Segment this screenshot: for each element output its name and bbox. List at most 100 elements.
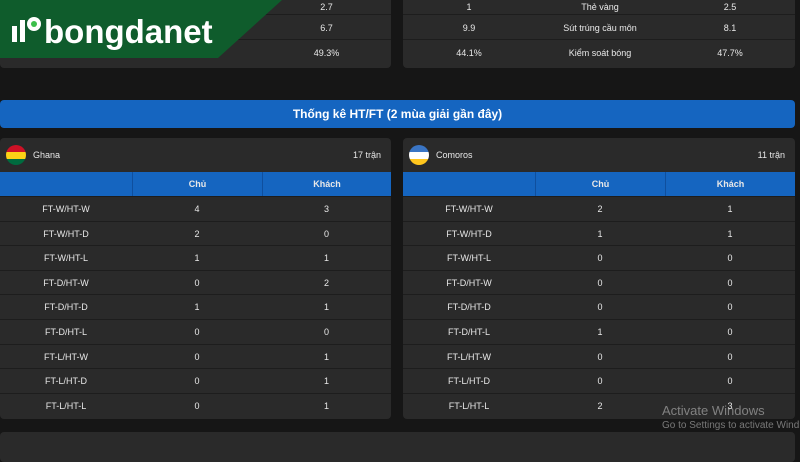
count-cell: 0: [194, 277, 200, 288]
header-cell: Chủ: [132, 172, 262, 196]
result-label: FT-W/HT-W: [445, 204, 493, 214]
count-cell: 0: [597, 376, 603, 387]
count-cell: 0: [597, 253, 603, 264]
section-banner: Thống kê HT/FT (2 mùa giải gần đây): [0, 100, 795, 128]
logo-icon: [12, 26, 17, 42]
table-row: FT-W/HT-W 4 3: [0, 196, 391, 221]
result-label: FT-W/HT-D: [43, 228, 89, 239]
result-label: FT-D/HT-D: [447, 302, 491, 313]
flag-stripe: [6, 145, 26, 152]
table-row: FT-L/HT-L 0 1: [0, 392, 391, 418]
count-cell: 1: [323, 253, 329, 264]
stat-value: 8.1: [723, 22, 737, 33]
table-row: FT-L/HT-W 0 0: [403, 343, 795, 369]
result-label: FT-D/HT-W: [446, 277, 492, 288]
logo-bg: [0, 0, 282, 58]
stats-row: 1 Thẻ vàng 2.5: [403, 0, 795, 20]
count-cell: 0: [194, 400, 200, 411]
table-row: FT-W/HT-D 1 1: [403, 220, 795, 246]
result-label: FT-D/HT-W: [43, 277, 89, 288]
flag-stripe: [409, 159, 429, 165]
count-cell: 0: [727, 327, 733, 337]
count-cell: 1: [194, 253, 200, 264]
flag-stripe: [409, 145, 429, 152]
stats-row: 44.1% Kiểm soát bóng 47.7%: [403, 39, 795, 65]
stat-value: 9.9: [462, 22, 476, 33]
count-cell: 1: [597, 228, 603, 239]
count-cell: 1: [323, 400, 329, 411]
header-cell: [0, 172, 132, 196]
count-cell: 2: [597, 400, 603, 411]
stat-label: Kiểm soát bóng: [568, 47, 632, 58]
count-cell: 1: [597, 327, 603, 337]
stat-value: 6.7: [320, 22, 333, 33]
watermark-subtitle: Go to Settings to activate Wind: [662, 420, 800, 431]
count-cell: 2: [194, 228, 200, 239]
result-label: FT-L/HT-L: [45, 400, 87, 411]
count-cell: 3: [727, 400, 733, 411]
count-cell: 0: [597, 277, 603, 288]
count-cell: 1: [323, 351, 329, 362]
stat-value: 47.7%: [717, 47, 743, 58]
table-row: FT-W/HT-L 0 0: [403, 245, 795, 270]
count-cell: 1: [323, 302, 329, 313]
stats-panel: 1 Thẻ vàng 2.5 9.9 Sút trúng cầu môn 8.1 44.1%…: [403, 0, 795, 68]
table-header: Chủ Khách: [0, 172, 391, 196]
count-cell: 0: [194, 327, 200, 337]
stat-label: Thẻ vàng: [581, 2, 619, 12]
result-label: FT-D/HT-D: [44, 302, 88, 313]
stats-row: 2.7: [0, 0, 391, 20]
result-label: FT-W/HT-L: [44, 253, 88, 264]
header-cell: Khách: [262, 172, 391, 196]
table-row: FT-D/HT-D 1 1: [0, 294, 391, 319]
flag-stripe: [409, 152, 429, 159]
count-cell: 0: [597, 302, 603, 313]
team-flag: [6, 145, 26, 165]
watermark-title: Activate Windows: [662, 403, 765, 418]
result-label: FT-W/HT-W: [42, 204, 90, 214]
table-row: FT-D/HT-W 0 2: [0, 269, 391, 295]
count-cell: 1: [194, 302, 200, 313]
stat-value: 44.1%: [456, 47, 482, 58]
logo-icon: [31, 21, 37, 27]
result-label: FT-D/HT-L: [45, 327, 87, 337]
logo-text: bongdanet: [44, 13, 213, 50]
result-label: FT-L/HT-D: [45, 376, 87, 387]
result-label: FT-L/HT-L: [448, 400, 490, 411]
logo-icon: [20, 20, 25, 42]
count-cell: 0: [323, 327, 329, 337]
count-cell: 0: [323, 228, 329, 239]
count-cell: 4: [194, 204, 200, 214]
table-row: FT-D/HT-W 0 0: [403, 269, 795, 295]
count-cell: 1: [727, 204, 733, 214]
header-cell: Khách: [665, 172, 795, 196]
logo: bongdanet: [0, 0, 282, 58]
count-cell: 2: [597, 204, 603, 214]
count-cell: 0: [727, 302, 733, 313]
table-row: FT-L/HT-L 2 3: [403, 392, 795, 418]
result-label: FT-L/HT-W: [447, 351, 491, 362]
table-row: FT-W/HT-W 2 1: [403, 196, 795, 221]
count-cell: 0: [727, 351, 733, 362]
result-label: FT-W/HT-D: [446, 228, 492, 239]
count-cell: 0: [194, 351, 200, 362]
flag-stripe: [6, 152, 26, 159]
match-count: 11 trận: [757, 150, 785, 160]
table-row: FT-D/HT-D 0 0: [403, 294, 795, 319]
count-cell: 0: [194, 376, 200, 387]
table-row: FT-W/HT-D 2 0: [0, 220, 391, 246]
stat-value: 1: [466, 2, 472, 12]
team-name: Comoros: [436, 150, 473, 160]
table-row: FT-L/HT-D 0 0: [403, 368, 795, 393]
result-label: FT-W/HT-L: [447, 253, 491, 264]
table-row: FT-L/HT-W 0 1: [0, 343, 391, 369]
table-row: FT-L/HT-D 0 1: [0, 368, 391, 393]
count-cell: 1: [727, 228, 733, 239]
count-cell: 0: [727, 277, 733, 288]
header-cell: [403, 172, 535, 196]
stat-value: 2.7: [320, 2, 333, 12]
stats-row: 9.9 Sút trúng cầu môn 8.1: [403, 14, 795, 40]
result-label: FT-L/HT-W: [44, 351, 88, 362]
match-count: 17 trận: [352, 150, 381, 160]
